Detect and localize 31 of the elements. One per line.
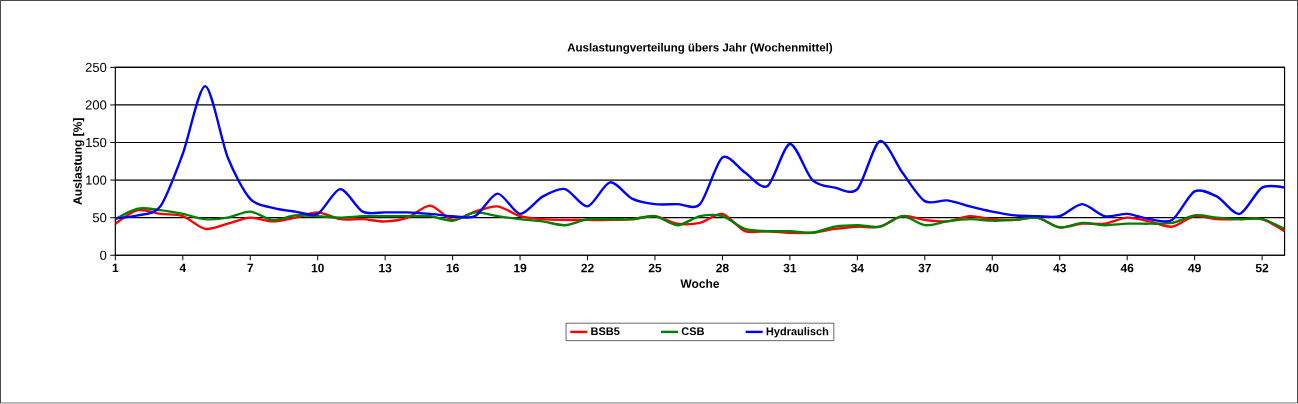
x-tick-label: 1 [112, 263, 119, 273]
x-tick-label: 40 [985, 263, 999, 273]
legend-label: Hydraulisch [766, 327, 829, 338]
x-tick-label: 34 [850, 263, 864, 273]
y-tick-label: 0 [100, 250, 107, 261]
legend-label: CSB [681, 327, 704, 336]
x-tick-label: 28 [716, 263, 729, 273]
x-tick-label: 10 [311, 263, 324, 273]
x-tick-label: 31 [783, 263, 797, 273]
x-tick-label: 13 [379, 263, 392, 273]
y-tick-label: 250 [85, 62, 107, 73]
x-tick-label: 46 [1120, 263, 1134, 273]
x-tick-label: 43 [1053, 263, 1066, 273]
y-tick-label: 200 [85, 100, 107, 110]
x-tick-label: 22 [581, 263, 594, 273]
legend-label: BSB5 [591, 327, 620, 336]
y-tick-label: 50 [92, 213, 107, 223]
line-series [115, 85, 1285, 223]
y-tick-label: 100 [86, 175, 107, 185]
x-tick-label: 25 [648, 263, 662, 273]
chart-title: Auslastungverteilung übers Jahr (Wochenmittel) [567, 43, 833, 55]
y-axis-title: Auslastung [%] [73, 118, 85, 205]
x-tick-label: 19 [514, 263, 527, 273]
x-tick-label: 49 [1188, 263, 1201, 273]
x-tick-label: 4 [179, 263, 187, 273]
y-tick-label: 150 [86, 138, 107, 148]
x-tick-label: 52 [1255, 263, 1269, 273]
x-axis-title: Woche [680, 279, 720, 289]
x-tick-label: 37 [918, 263, 931, 273]
x-tick-label: 16 [446, 263, 459, 273]
x-tick-label: 7 [247, 263, 254, 273]
